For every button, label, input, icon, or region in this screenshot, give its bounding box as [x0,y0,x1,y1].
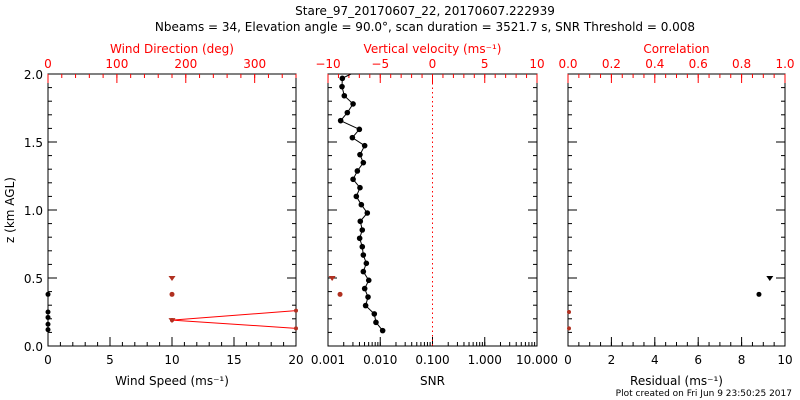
vertical-velocity-point [358,201,365,208]
vertical-velocity-point [361,285,368,292]
y-tick-label: 1.0 [24,204,43,218]
correlation-panel-top-tick-label: 0.0 [558,57,577,71]
vertical-velocity-point [339,83,345,90]
vertical-velocity-point [341,92,348,99]
velocity-panel-x-label: SNR [420,374,445,388]
wind-panel-top-tick-label: 200 [174,57,197,71]
y-tick-label: 2.0 [24,68,43,82]
correlation-panel-top-tick-label: 0.4 [645,57,664,71]
wind-direction-line [171,310,297,321]
vertical-velocity-point [359,227,366,233]
wind-speed-point [45,327,51,333]
vertical-velocity-point [362,302,369,309]
vertical-velocity-point [354,168,361,174]
wind-panel-bottom-tick-label: 5 [106,353,114,367]
velocity-panel-top-tick-label: 5 [481,57,489,71]
velocity-panel-bottom-tick-label: 0.001 [311,353,345,367]
wind-panel-bottom-tick-label: 15 [226,353,241,367]
wind-direction-line [171,319,297,329]
velocity-panel-bottom-tick-label: 0.010 [363,353,397,367]
correlation-panel-bottom-tick-label: 10 [777,353,792,367]
wind-direction-point [294,308,298,313]
vertical-velocity-point [339,75,346,82]
velocity-panel-bottom-tick-label: 0.100 [415,353,449,367]
snr-point [328,276,336,281]
vertical-velocity-point [353,193,360,200]
vertical-velocity-point [356,235,363,242]
vertical-velocity-point [379,327,386,334]
wind-panel-bottom-tick-label: 10 [164,353,179,367]
y-tick-label: 0.0 [24,340,43,354]
vertical-velocity-point [356,126,363,133]
correlation-panel-x2-label: Correlation [643,42,709,56]
correlation-panel-top-tick-label: 0.2 [602,57,621,71]
wind-panel-top-tick-label: 100 [105,57,128,71]
vertical-velocity-point [361,142,368,149]
vertical-velocity-point [344,109,351,116]
vertical-velocity-point [357,151,363,158]
vertical-velocity-point [350,101,356,107]
correlation-panel-bottom-tick-label: 4 [651,353,659,367]
correlation-panel-bottom-tick-label: 8 [738,353,746,367]
vertical-velocity-point [360,268,367,275]
residual-point [756,291,762,297]
correlation-panel-top-tick-label: 1.0 [775,57,794,71]
vertical-velocity-point [360,252,367,258]
y-tick-label: 1.5 [24,136,43,150]
correlation-panel-top-tick-label: 0.8 [732,57,751,71]
velocity-panel-top-tick-label: 0 [429,57,437,71]
vertical-velocity-point [365,277,372,284]
correlation-panel-x-label: Residual (ms⁻¹) [630,374,723,388]
wind-speed-point [45,314,51,320]
wind-panel-bottom-tick-label: 20 [288,353,303,367]
wind-direction-point [294,326,298,331]
wind-speed-point [169,291,175,297]
vertical-velocity-point [359,243,366,250]
vertical-velocity-point [350,176,356,183]
velocity-panel-x2-label: Vertical velocity (ms⁻¹) [364,42,502,56]
wind-panel-x-label: Wind Speed (ms⁻¹) [115,374,229,388]
residual-point [766,276,774,281]
vertical-velocity-point [357,218,364,225]
velocity-panel-bottom-tick-label: 10.000 [516,353,558,367]
velocity-panel-top-tick-label: −10 [315,57,340,71]
plot-title: Stare_97_20170607_22, 20170607.222939 [295,4,555,18]
wind-panel-x2-label: Wind Direction (deg) [110,42,234,56]
correlation-panel-bottom-tick-label: 0 [564,353,572,367]
correlation-point [567,326,571,331]
wind-panel-top-tick-label: 300 [243,57,266,71]
vertical-velocity-point [373,319,379,326]
y-tick-label: 0.5 [24,272,43,286]
plot-footer: Plot created on Fri Jun 9 23:50:25 2017 [616,389,792,399]
vertical-velocity-point [371,311,378,317]
vertical-velocity-point [363,260,370,267]
vertical-velocity-point [364,210,371,216]
correlation-point [567,310,571,314]
wind-direction-point [170,318,174,323]
wind-panel-frame [47,73,297,347]
wind-speed-point [168,276,176,281]
correlation-panel-frame [567,73,786,347]
velocity-panel-top-tick-label: 10 [529,57,544,71]
correlation-panel-top-tick-label: 0.6 [689,57,708,71]
correlation-panel-bottom-tick-label: 6 [694,353,702,367]
wind-speed-point [45,291,51,297]
velocity-panel-bottom-tick-label: 1.000 [468,353,502,367]
wind-panel-top-tick-label: 0 [44,57,52,71]
wind-speed-point [45,321,51,327]
vertical-velocity-point [357,184,363,191]
vertical-velocity-point [360,159,367,166]
plot-subtitle: Nbeams = 34, Elevation angle = 90.0°, sc… [155,20,695,34]
y-axis-label: z (km AGL) [3,177,17,243]
vertical-velocity-point [337,117,344,124]
wind-panel-bottom-tick-label: 0 [44,353,52,367]
snr-point [337,291,343,297]
wind-speed-point [45,309,51,315]
vertical-velocity-point [365,294,371,300]
vertical-velocity-point [349,134,356,141]
velocity-panel-top-tick-label: −5 [371,57,389,71]
correlation-panel-bottom-tick-label: 2 [608,353,616,367]
